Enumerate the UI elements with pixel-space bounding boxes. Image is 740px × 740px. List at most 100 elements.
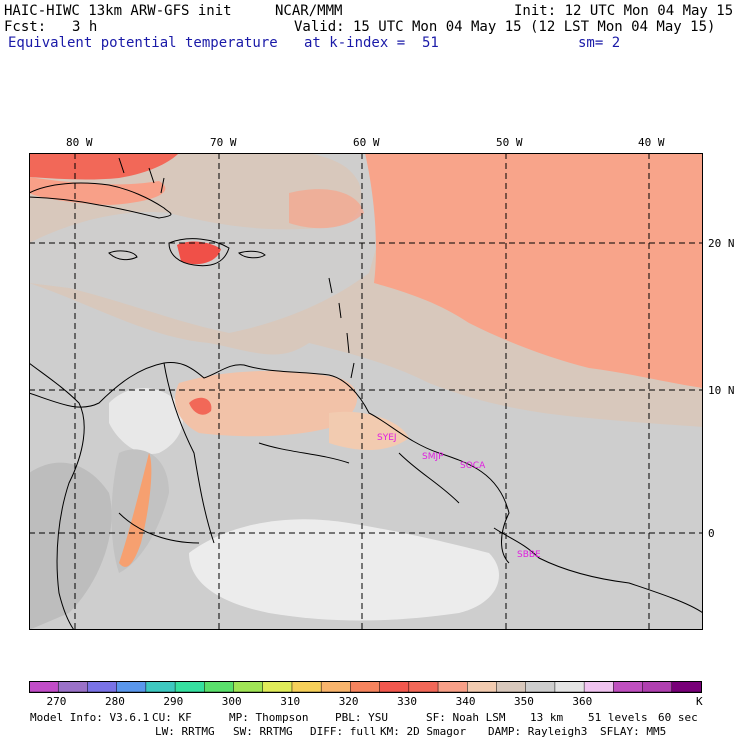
footer-res: 13 km <box>530 711 564 724</box>
footer-sf: SF: Noah LSM <box>426 711 506 724</box>
valid-time: Valid: 15 UTC Mon 04 May 15 (12 LST Mon … <box>294 19 716 35</box>
lon-label-50w: 50 W <box>496 136 523 149</box>
colorbar-tick-label: 360 <box>572 695 592 708</box>
colorbar-tick-label: 330 <box>397 695 417 708</box>
field-grey-west <box>29 153 403 333</box>
colorbar-tick-label: 310 <box>280 695 300 708</box>
field-red-cuba <box>29 153 179 180</box>
colorbar-swatch <box>29 681 59 693</box>
colorbar-tick-label: 280 <box>105 695 125 708</box>
colorbar-ticks: 270 280 290 300 310 320 330 340 350 360 K <box>47 695 704 708</box>
colorbar-swatch <box>145 681 176 693</box>
colorbar-swatch <box>320 681 352 693</box>
footer-sflay: SFLAY: MM5 <box>600 725 667 738</box>
footer-model-info: Model Info: V3.6.1 <box>30 711 150 724</box>
station-syej: SYEJ <box>377 433 397 443</box>
colorbar-swatch <box>525 681 556 693</box>
footer-damp: DAMP: Rayleigh3 <box>488 725 588 738</box>
lon-label-60w: 60 W <box>353 136 380 149</box>
colorbar-swatch <box>613 681 644 693</box>
colorbar-swatches <box>29 681 702 693</box>
field-salmon-orinoco <box>329 411 409 450</box>
field-name: Equivalent potential temperature <box>8 35 278 51</box>
cuba-coast <box>29 182 172 219</box>
colorbar-tick-label: 320 <box>339 695 359 708</box>
colorbar-swatch <box>496 681 527 693</box>
field-salmon-venezuela <box>175 371 358 437</box>
station-smjp: SMJP <box>422 452 444 462</box>
coastlines <box>29 157 703 630</box>
grid-lines <box>29 153 703 630</box>
colorbar-swatch <box>174 681 206 693</box>
jamaica-coast <box>108 250 138 261</box>
field-dark-grey-1 <box>29 462 112 630</box>
colorbar-swatch <box>642 681 673 693</box>
colorbar-swatch <box>350 681 381 693</box>
colorbar-swatch <box>87 681 118 693</box>
bahamas-coast <box>118 157 165 194</box>
footer-mp: MP: Thompson <box>229 711 309 724</box>
field-white-amazon <box>189 519 499 621</box>
field-salmon-mid <box>289 189 364 229</box>
init-time: Init: 12 UTC Mon 04 May 15 <box>514 3 734 19</box>
colorbar-swatch <box>379 681 410 693</box>
fcst-value: 3 h <box>72 19 98 35</box>
colorbar-swatch <box>57 681 89 693</box>
colorbar-swatch <box>437 681 469 693</box>
puerto-rico-coast <box>238 250 266 259</box>
colorbar-swatch <box>233 681 264 693</box>
colorbar-swatch <box>671 681 702 693</box>
colorbar-swatch <box>116 681 147 693</box>
lon-label-70w: 70 W <box>210 136 237 149</box>
south-america-coast <box>29 362 510 564</box>
lat-label-10n: 10 N <box>708 384 735 397</box>
colorbar-swatch <box>262 681 293 693</box>
colorbar-swatch <box>291 681 322 693</box>
colorbar-tick-label: 350 <box>514 695 534 708</box>
colorbar-swatch <box>408 681 439 693</box>
footer-sw: SW: RRTMG <box>233 725 293 738</box>
footer-lw: LW: RRTMG <box>155 725 215 738</box>
lat-label-eq: 0 <box>708 527 715 540</box>
station-labels: SYEJ SMJP SOCA SBBE <box>377 433 541 560</box>
smoothing-label: sm= 2 <box>578 35 621 51</box>
footer-levels: 51 levels <box>588 711 648 724</box>
colorbar-tick-label: 300 <box>222 695 242 708</box>
footer-diff: DIFF: full <box>310 725 377 738</box>
station-sbbe: SBBE <box>517 550 541 560</box>
footer-cu: CU: KF <box>152 711 192 724</box>
level-label: at k-index = 51 <box>304 35 439 51</box>
field-orange-andes <box>119 453 152 567</box>
borders <box>118 362 460 544</box>
model-title: HAIC-HIWC 13km ARW-GFS init <box>4 3 232 19</box>
colorbar: 270 280 290 300 310 320 330 340 350 360 K <box>29 681 704 708</box>
lon-label-80w: 80 W <box>66 136 93 149</box>
theta-e-map: SYEJ SMJP SOCA SBBE <box>29 153 703 630</box>
colorbar-swatch <box>554 681 585 693</box>
colorbar-swatch <box>204 681 235 693</box>
station-soca: SOCA <box>460 461 486 471</box>
lesser-antilles <box>328 277 355 379</box>
colorbar-swatch <box>467 681 498 693</box>
field-salmon-ne <box>365 153 703 388</box>
colorbar-swatch <box>583 681 615 693</box>
colorbar-unit: K <box>696 695 703 708</box>
colorbar-tick-label: 340 <box>456 695 476 708</box>
hispaniola-coast <box>168 238 230 267</box>
central-america-coast <box>29 362 85 630</box>
colorbar-frame <box>29 681 702 693</box>
footer-km: KM: 2D Smagor <box>380 725 467 738</box>
field-red-andes <box>189 397 212 415</box>
lon-label-40w: 40 W <box>638 136 665 149</box>
org-label: NCAR/MMM <box>275 3 343 19</box>
field-red-hispaniola <box>177 241 221 265</box>
amazon-delta <box>493 527 703 614</box>
footer-timestep: 60 sec <box>658 711 698 724</box>
fcst-label: Fcst: <box>4 19 47 35</box>
colorbar-tick-label: 270 <box>47 695 67 708</box>
lat-label-20n: 20 N <box>708 237 735 250</box>
map-frame <box>29 153 703 630</box>
field-white-colombia <box>109 388 183 454</box>
footer-pbl: PBL: YSU <box>335 711 388 724</box>
colorbar-tick-label: 290 <box>163 695 183 708</box>
